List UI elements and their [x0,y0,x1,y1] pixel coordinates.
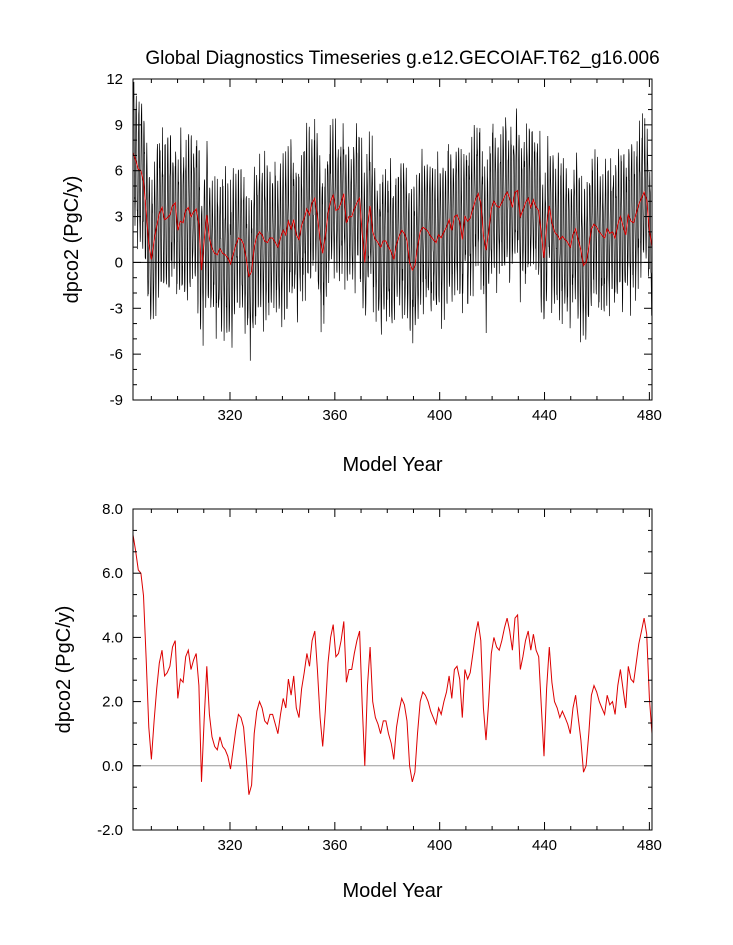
x-tick-label: 480 [637,407,662,424]
y-tick-label: -3 [110,300,123,317]
x-axis-label: Model Year [342,454,442,476]
y-tick-label: 4.0 [102,629,123,646]
monthly-series-line [132,81,653,361]
y-tick-label: -6 [110,346,123,363]
y-tick-label: 2.0 [102,694,123,711]
y-tick-label: 8.0 [102,501,123,518]
x-tick-label: 440 [532,407,557,424]
x-tick-label: 320 [217,407,242,424]
x-tick-label: 480 [637,837,662,854]
y-tick-label: -2.0 [97,822,123,839]
y-tick-label: 6.0 [102,565,123,582]
y-tick-label: 12 [106,71,123,88]
plot-frame [132,78,653,401]
x-axis-label: Model Year [342,880,442,902]
y-axis-label: dpco2 (PgC/y) [61,176,83,304]
annual-mean-series-line [132,152,653,278]
y-tick-label: -9 [110,392,123,409]
x-tick-label: 440 [532,837,557,854]
x-tick-label: 400 [427,837,452,854]
plot-frame [132,508,653,831]
y-tick-label: 0.0 [102,758,123,775]
chart-panel-2: -2.0 0.0 2.0 4.0 6.0 8.0 320 360 400 440 480 Model … [53,501,662,902]
x-tick-label: 360 [322,837,347,854]
y-tick-label: 6 [115,163,123,180]
y-tick-label: 3 [115,209,123,226]
x-tick-label: 360 [322,407,347,424]
y-axis-label: dpco2 (PgC/y) [53,606,75,734]
x-tick-label: 400 [427,407,452,424]
chart-title: Global Diagnostics Timeseries g.e12.GECO… [145,48,659,69]
y-tick-label: 9 [115,117,123,134]
x-tick-label: 320 [217,837,242,854]
annual-mean-series-line [132,534,653,795]
y-tick-label: 0 [115,254,123,271]
chart-panel-1: -9 -6 -3 0 3 6 9 12 320 360 400 440 480 Global Diagno… [61,48,662,476]
